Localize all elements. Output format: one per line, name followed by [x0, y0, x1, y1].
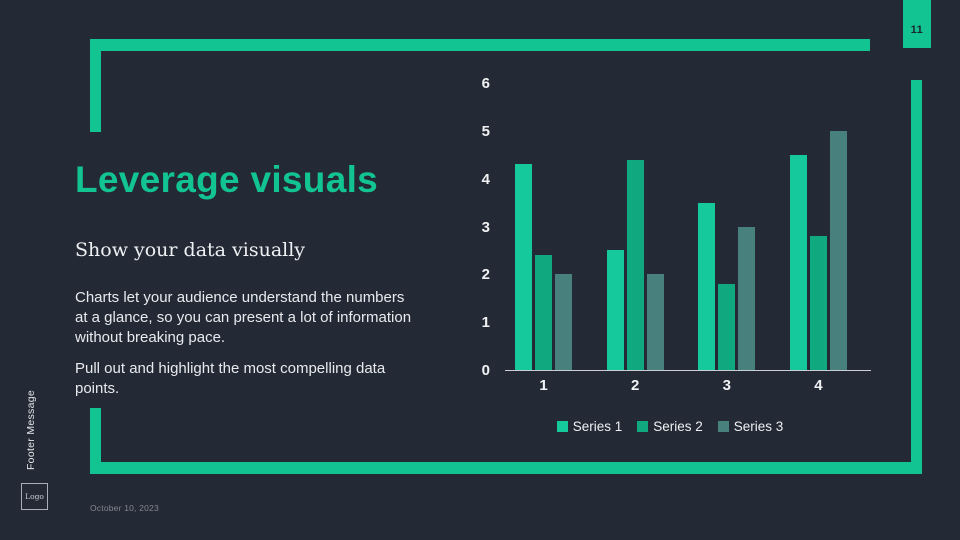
x-axis-labels: 1 2 3 4: [505, 377, 871, 394]
slide-title: Leverage visuals: [75, 159, 379, 200]
legend-swatch-icon: [556, 421, 568, 432]
bar-series-3-category-1: [555, 274, 572, 370]
frame-bottom-left-corner: [90, 408, 101, 468]
body-paragraph-1: Charts let your audience understand the …: [75, 289, 412, 346]
y-tick-label-4: 4: [481, 170, 490, 188]
body-paragraph-2: Pull out and highlight the most compelli…: [75, 360, 386, 397]
bar-series-2-category-3: [718, 283, 736, 370]
frame-top-left-corner: [90, 39, 101, 132]
bar-series-1-category-4: [789, 154, 807, 370]
bar-group-2: [606, 159, 664, 370]
y-tick-label-2: 2: [481, 266, 490, 284]
bar-series-2-category-1: [535, 255, 552, 370]
chart-legend: Series 1 Series 2 Series 3: [460, 419, 880, 434]
bar-series-1-category-3: [698, 202, 716, 370]
bar-series-3-category-2: [646, 274, 664, 370]
page-number: 11: [910, 24, 924, 36]
legend-swatch-icon: [637, 421, 649, 432]
logo: Logo: [21, 483, 48, 510]
legend-label: Series 3: [733, 419, 784, 434]
bar-series-3-category-3: [738, 226, 756, 370]
y-tick-label-0: 0: [481, 362, 490, 379]
legend-swatch-icon: [717, 421, 729, 432]
legend-item-series-1: Series 1: [556, 419, 623, 434]
bar-group-1: [515, 164, 572, 370]
legend-label: Series 2: [653, 419, 703, 434]
bar-series-2-category-4: [809, 236, 827, 370]
bar-series-3-category-4: [829, 130, 847, 370]
frame-top-bar: [90, 39, 870, 51]
date-label: October 10, 2023: [90, 503, 159, 513]
logo-label: Logo: [25, 492, 44, 501]
bar-group-4: [789, 130, 847, 370]
bar-series-1-category-2: [606, 250, 624, 370]
y-tick-label-3: 3: [481, 218, 490, 236]
slide-subtitle: Show your data visually: [75, 239, 306, 261]
frame-bottom-bar: [90, 462, 922, 474]
x-tick-label-3: 3: [722, 377, 731, 394]
x-tick-label-1: 1: [539, 377, 548, 394]
frame-right-bar: [911, 80, 922, 474]
page-number-badge: 11: [903, 0, 931, 48]
bar-series-1-category-1: [515, 164, 532, 370]
bar-group-3: [698, 202, 756, 370]
legend-item-series-3: Series 3: [717, 419, 784, 434]
chart-plot-area: [505, 84, 871, 371]
y-tick-label-5: 5: [481, 122, 490, 140]
y-tick-label-6: 6: [481, 75, 490, 92]
bar-series-2-category-2: [626, 159, 644, 370]
x-tick-label-2: 2: [630, 377, 640, 394]
x-tick-label-4: 4: [814, 377, 823, 394]
legend-item-series-2: Series 2: [637, 419, 703, 434]
footer-message: Footer Message: [25, 389, 37, 471]
y-axis-labels: 0 1 2 3 4 5 6: [452, 75, 490, 379]
y-tick-label-1: 1: [481, 314, 490, 332]
legend-label: Series 1: [572, 419, 623, 434]
